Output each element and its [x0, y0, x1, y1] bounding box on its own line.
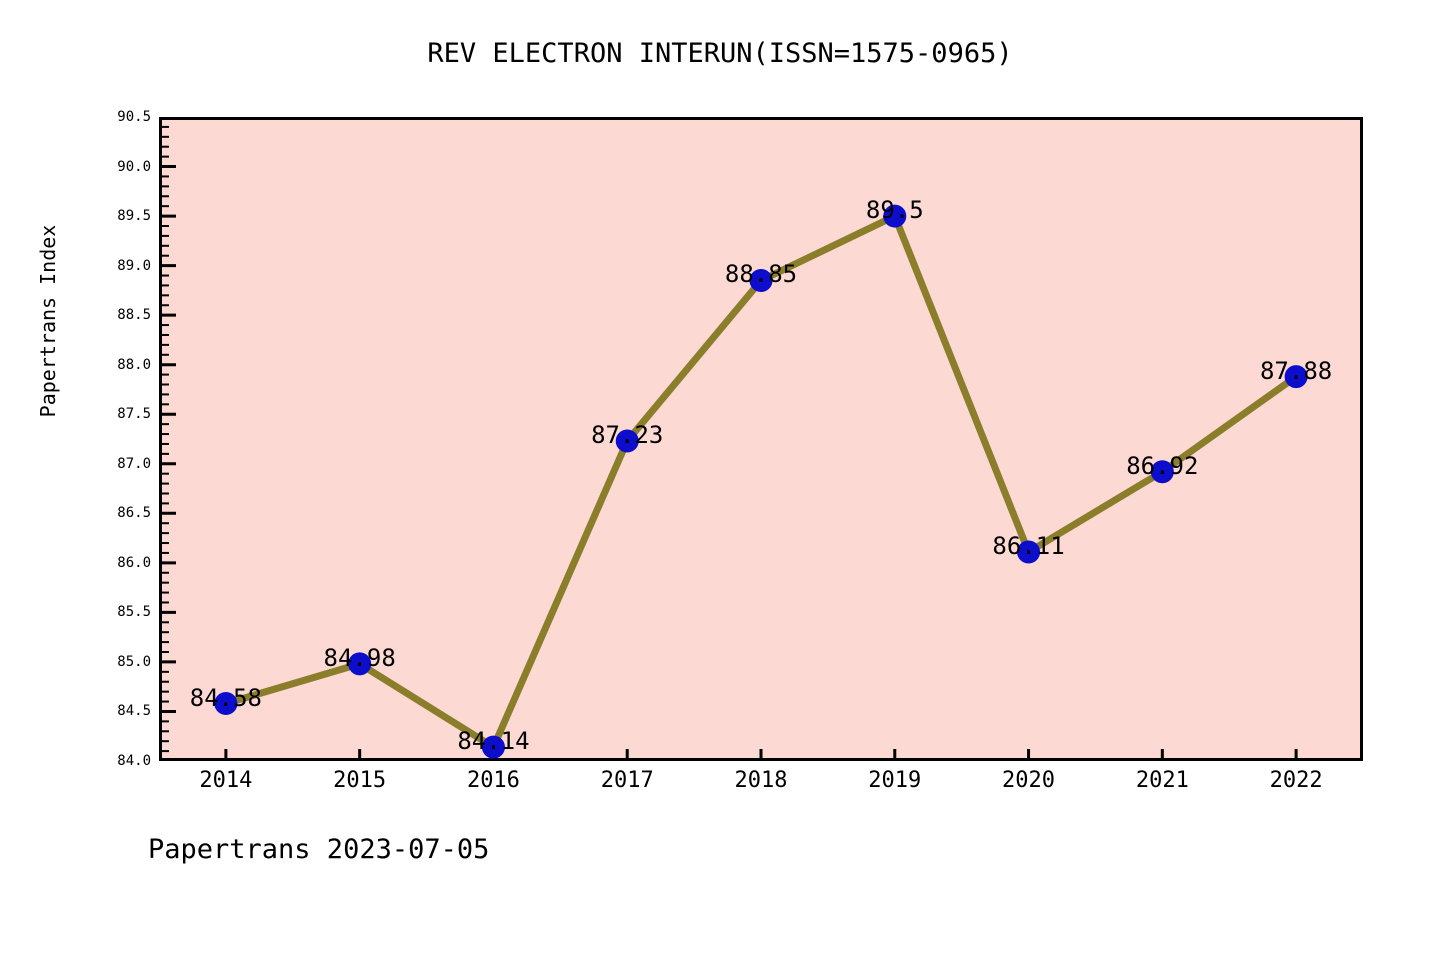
x-axis-tick-label: 2019: [868, 768, 922, 793]
y-axis-tick-label: 85.0: [117, 653, 151, 670]
data-point-value-label: 88.85: [724, 260, 798, 289]
data-point-value-label: 84.98: [323, 643, 396, 672]
figure-caption: Papertrans 2023-07-05: [148, 834, 490, 865]
y-axis-tick-label: 88.0: [117, 356, 151, 373]
y-axis-tick-label: 87.0: [117, 455, 151, 472]
y-axis-tick-label: 86.0: [117, 554, 151, 571]
y-axis-tick-label: 87.5: [117, 406, 151, 423]
data-point-value-label: 86.11: [992, 531, 1065, 560]
x-axis-tick-label: 2020: [1002, 768, 1056, 793]
chart-title: REV ELECTRON INTERUN(ISSN=1575-0965): [427, 38, 1013, 69]
data-point-value-label: 89.5: [865, 196, 924, 225]
x-axis-tick-label: 2018: [734, 768, 788, 793]
y-axis-tick-label: 85.5: [117, 604, 151, 621]
x-axis-tick-label: 2017: [600, 768, 654, 793]
y-axis-tick-label: 84.5: [117, 703, 151, 720]
y-axis-tick-label: 90.0: [117, 158, 151, 175]
y-axis-title: Papertrans Index: [36, 224, 60, 418]
x-axis-tick-label: 2022: [1269, 768, 1323, 793]
data-point-value-label: 84.14: [457, 727, 530, 756]
data-point-value-label: 84.58: [189, 683, 262, 712]
y-axis-tick-label: 88.5: [117, 307, 151, 324]
y-axis-tick-label: 84.0: [117, 753, 151, 769]
x-axis-tick-label: 2016: [466, 768, 520, 793]
data-point-value-label: 87.88: [1259, 356, 1333, 385]
y-axis-tick-label: 89.5: [117, 208, 151, 225]
data-point-value-label: 86.92: [1126, 451, 1199, 480]
y-axis-tick-label: 86.5: [117, 505, 151, 522]
data-point-value-label: 87.23: [591, 420, 664, 449]
x-axis-tick-label: 2021: [1135, 768, 1189, 793]
y-axis-tick-label: 90.5: [117, 109, 151, 125]
y-axis-tick-labels: 84.0 84.5 85.0 85.5 86.0 86.5 87.0 87.5 88.0 88.5…: [99, 0, 151, 960]
x-axis-tick-label: 2015: [333, 768, 387, 793]
x-axis-tick-label: 2014: [199, 768, 253, 793]
y-axis-tick-label: 89.0: [117, 257, 151, 274]
